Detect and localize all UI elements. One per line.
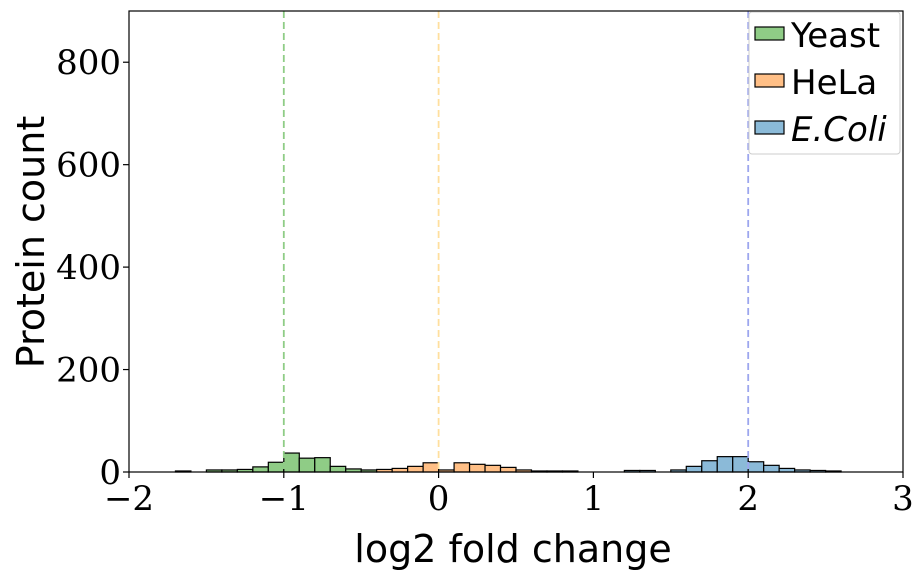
histogram-bar [747, 461, 765, 473]
y-axis-title: Protein count [9, 116, 53, 369]
x-tick-label: 2 [737, 479, 759, 519]
histogram-bar [453, 462, 471, 473]
histogram-bar [685, 465, 703, 473]
x-tick-label: −2 [104, 479, 154, 519]
histogram-bar [283, 452, 300, 473]
histogram-bar [732, 456, 749, 473]
legend-swatch [754, 26, 785, 41]
y-tick-label: 600 [56, 146, 121, 186]
histogram-bar [298, 457, 316, 473]
y-tick-label: 200 [56, 351, 121, 391]
legend-label: Yeast [790, 16, 880, 56]
y-tick-label: 0 [99, 453, 121, 493]
legend-swatch [754, 73, 785, 88]
y-tick-label: 800 [56, 43, 121, 83]
bars-layer [174, 452, 842, 473]
x-tick-label: −1 [259, 479, 309, 519]
x-tick-label: 0 [428, 479, 450, 519]
histogram-bar [716, 456, 734, 473]
reference-lines [282, 11, 750, 472]
x-tick-label: 3 [892, 479, 914, 519]
legend-swatch [754, 120, 785, 135]
histogram-bar [484, 464, 502, 473]
histogram-bar [407, 465, 424, 473]
histogram-bar [314, 457, 331, 473]
histogram-bar [329, 465, 347, 473]
histogram-bar [267, 461, 285, 473]
legend-label: HeLa [791, 63, 877, 103]
histogram-bar [763, 464, 780, 473]
plot-frame [128, 10, 904, 473]
axis-ticks: −2 −1 0 1 2 3 0 200 400 600 800 [56, 43, 914, 519]
histogram-bar [499, 466, 517, 473]
legend-frame [748, 11, 901, 155]
histogram-bar [468, 463, 486, 473]
x-tick-label: 1 [583, 479, 605, 519]
histogram-bar [701, 460, 718, 473]
x-axis-title: log2 fold change [354, 527, 671, 571]
legend: Yeast HeLa E.Coli [748, 11, 901, 155]
legend-label: E.Coli [791, 110, 887, 150]
y-tick-label: 400 [56, 248, 121, 288]
histogram-bar [252, 466, 269, 473]
histogram-bar [422, 462, 440, 473]
